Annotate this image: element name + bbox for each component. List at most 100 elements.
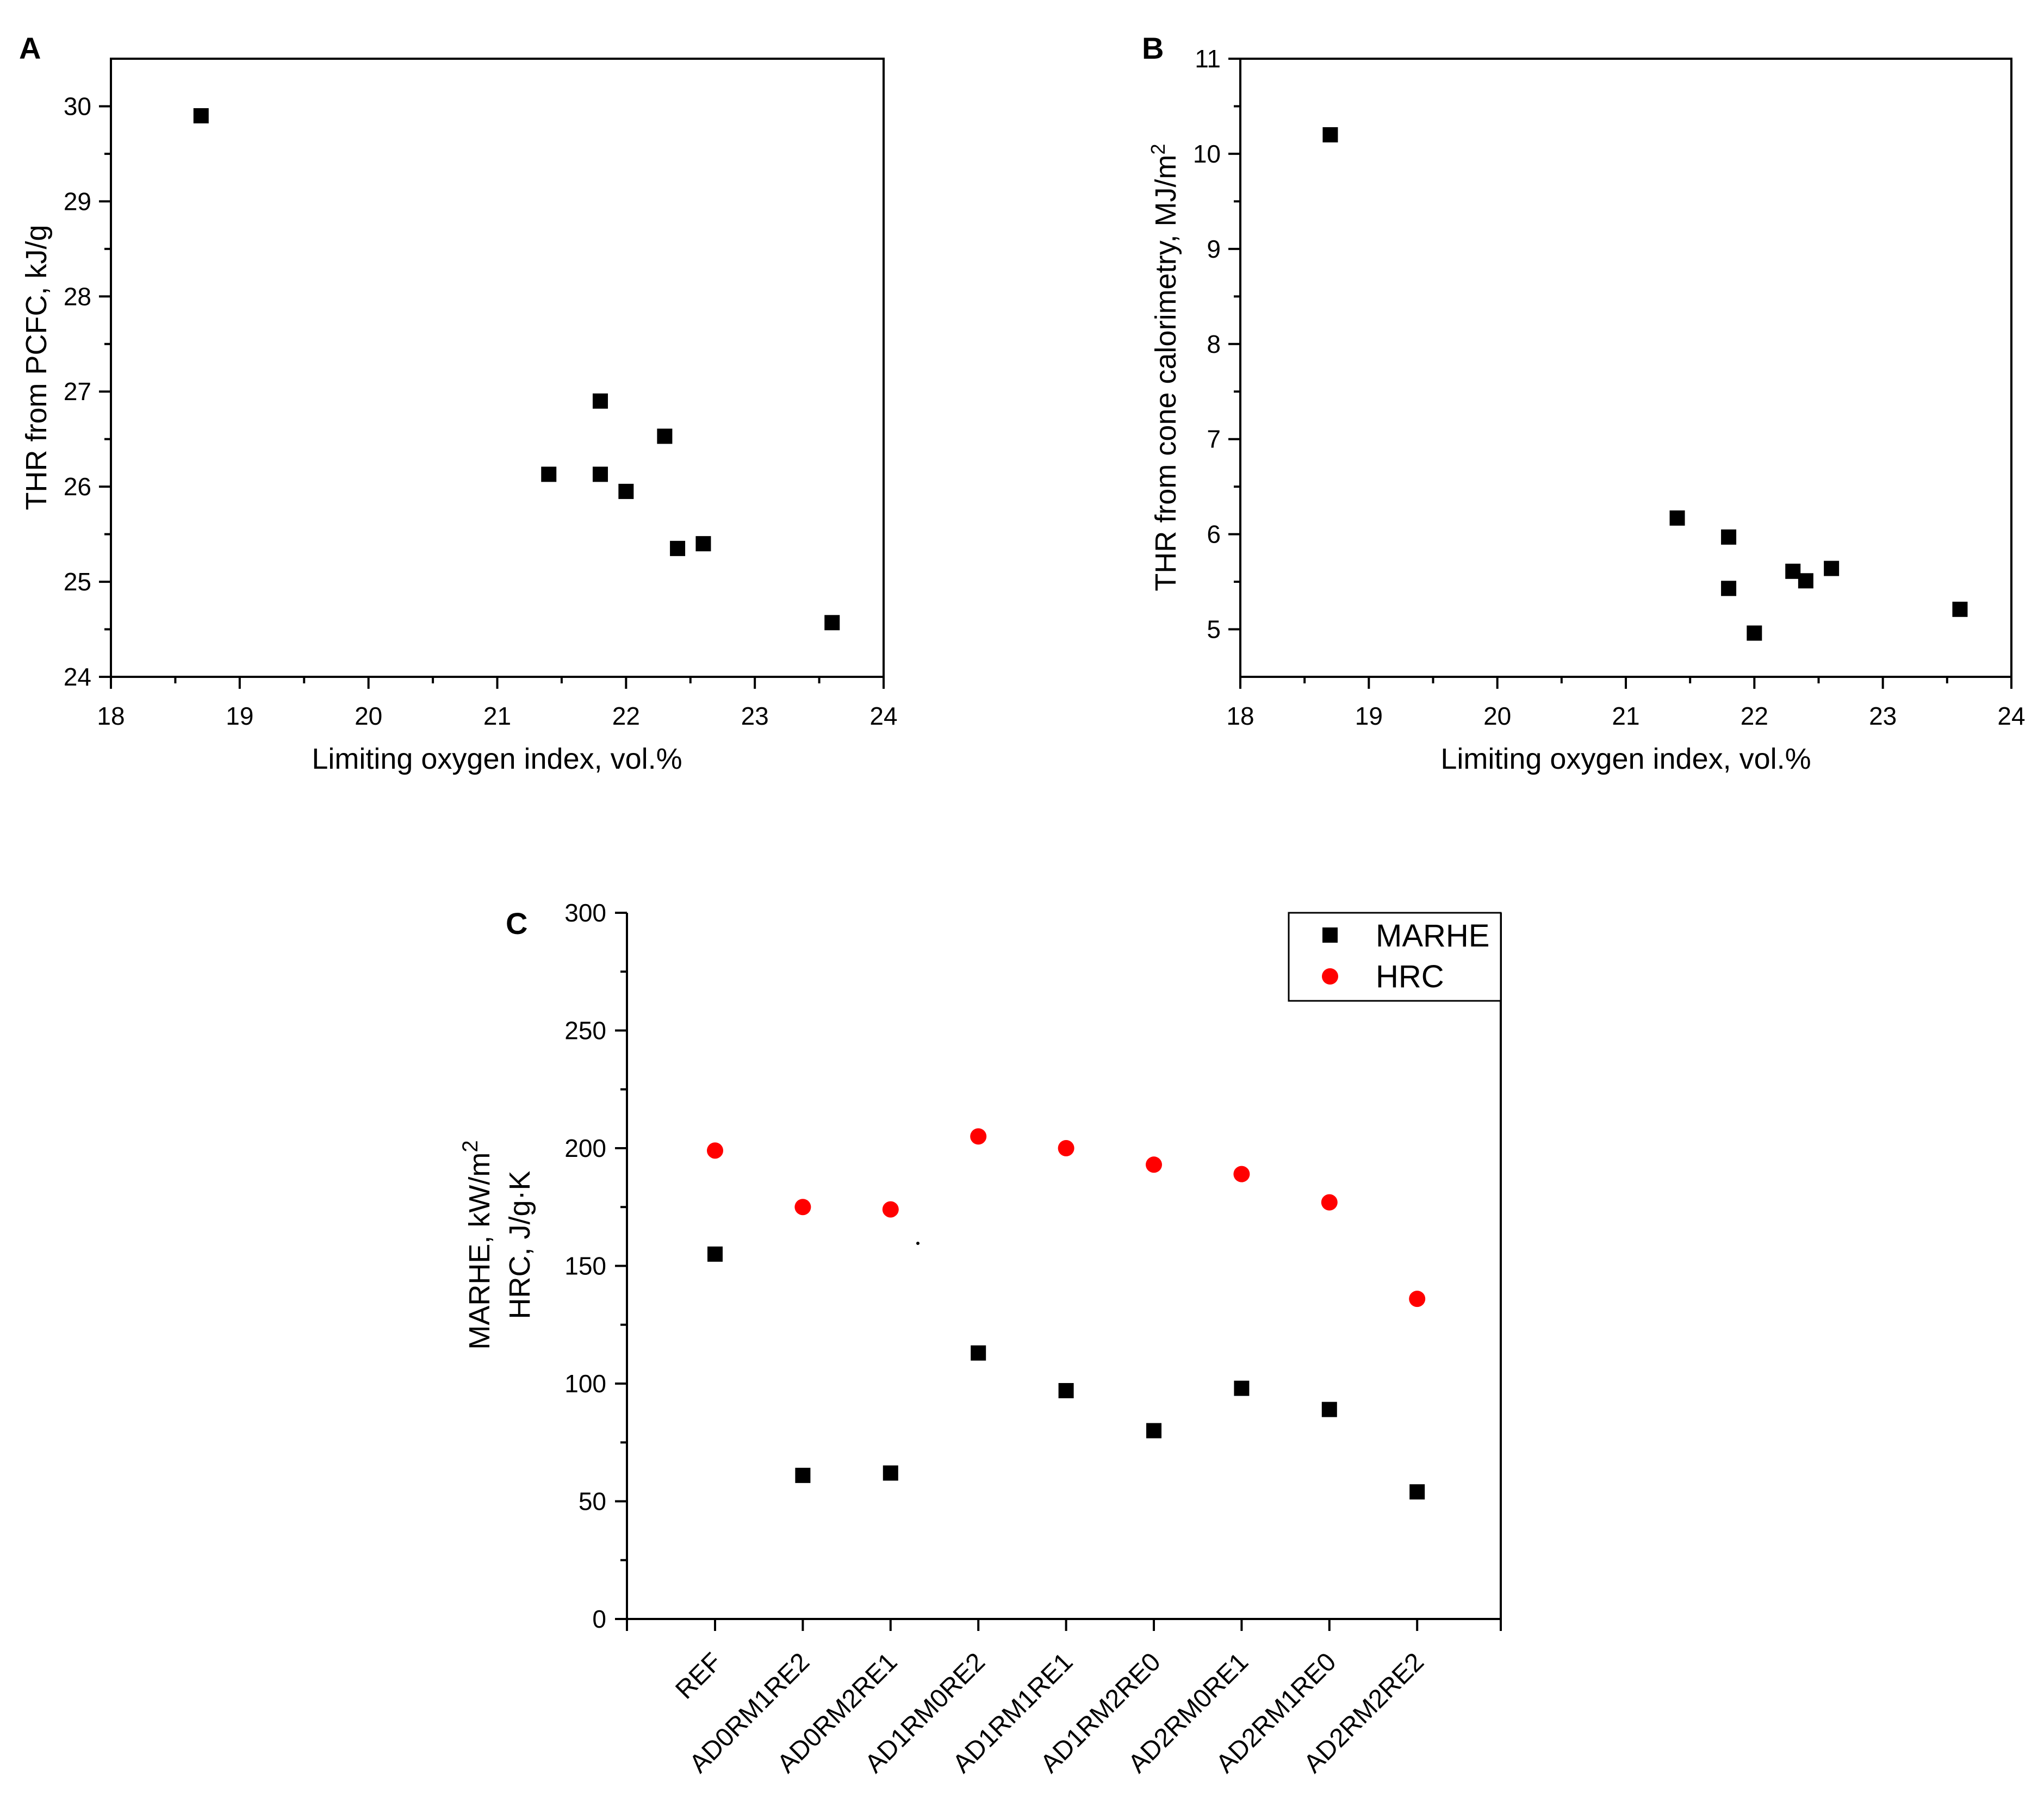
panel-b-axes: 18 19 20 21 22 23 24 5 6 7 8 9 10 11: [1193, 45, 2026, 730]
panel-b-x-tick-label: 19: [1355, 702, 1383, 730]
panel-c-y-axis-title-line1-sup: 2: [458, 1140, 482, 1152]
panel-b-x-tick-label: 23: [1869, 702, 1897, 730]
panel-b: B 18 19 20 21 22 23 24 5 6 7 8 9 10 11 Limiting oxyge…: [1142, 31, 2026, 775]
panel-c-marhe-point: [971, 1345, 986, 1361]
panel-b-data-point: [1785, 563, 1801, 579]
panel-a-y-tick-label: 25: [64, 568, 91, 596]
panel-c-hrc-point: [1409, 1291, 1426, 1307]
panel-b-y-tick-label: 10: [1193, 140, 1221, 168]
panel-a-x-axis-title: Limiting oxygen index, vol.%: [312, 743, 682, 775]
panel-b-data-point: [1721, 581, 1737, 596]
panel-a-data-point: [592, 393, 608, 409]
panel-c-y-tick-label: 0: [592, 1605, 606, 1633]
panel-a-x-tick-label: 23: [741, 702, 769, 730]
panel-b-data-point: [1952, 601, 1968, 617]
panel-c-hrc-point: [882, 1201, 899, 1218]
panel-c-marhe-point: [1409, 1484, 1425, 1500]
panel-a-axes: 18 19 20 21 22 23 24 24 25 26 27 28 29 30: [64, 92, 898, 730]
panel-c-marhe-point: [1234, 1380, 1250, 1396]
panel-b-data-point: [1824, 561, 1840, 576]
panel-b-x-tick-label: 24: [1997, 702, 2025, 730]
panel-b-x-tick-label: 18: [1226, 702, 1254, 730]
panel-c-y-axis-title-line1: MARHE, kW/m2: [458, 1140, 496, 1349]
panel-c-marhe-point: [1058, 1382, 1074, 1398]
panel-b-y-tick-label: 11: [1195, 45, 1221, 73]
panel-c-y-axis-title: MARHE, kW/m2 HRC, J/g·K: [458, 1140, 536, 1349]
panel-a-x-tick-label: 20: [355, 702, 382, 730]
panel-b-data-point: [1669, 510, 1685, 526]
panel-a-data-point: [657, 428, 673, 444]
panel-c-letter: C: [506, 906, 527, 941]
panel-c-y-tick-label: 200: [564, 1134, 606, 1162]
panel-c-legend: MARHE HRC: [1288, 912, 1502, 1002]
panel-b-data-point: [1322, 127, 1338, 142]
panel-c-y-axis-title-line2: HRC, J/g·K: [504, 1170, 536, 1319]
panel-a-letter: A: [19, 31, 41, 65]
legend-hrc-label: HRC: [1376, 959, 1444, 994]
panel-c-hrc-point: [707, 1142, 723, 1159]
panel-a-y-tick-label: 26: [64, 472, 91, 501]
legend-marhe-marker: [1322, 927, 1338, 943]
panel-b-y-tick-label: 5: [1207, 615, 1221, 644]
panel-a-y-tick-label: 27: [64, 377, 91, 406]
panel-a-data-point: [824, 615, 840, 631]
panel-c-y-tick-label: 250: [564, 1017, 606, 1045]
panel-b-x-tick-label: 22: [1741, 702, 1768, 730]
panel-c-hrc-point: [1146, 1156, 1162, 1173]
panel-c-hrc-point: [1058, 1140, 1074, 1156]
panel-b-y-tick-label: 7: [1207, 425, 1221, 453]
panel-b-series: [1322, 127, 1968, 641]
panel-a-data-point: [695, 536, 711, 552]
panel-a-x-tick-label: 21: [483, 702, 511, 730]
panel-c-marhe-point: [883, 1465, 898, 1481]
panel-c-hrc-point: [1321, 1194, 1338, 1211]
panel-a-data-point: [193, 108, 209, 123]
panel-b-data-point: [1721, 529, 1737, 545]
panel-a-y-tick-label: 28: [64, 282, 91, 310]
panel-a-data-point: [592, 466, 608, 482]
panel-a-y-tick-label: 29: [64, 187, 91, 215]
panel-c-series: [707, 1128, 1426, 1500]
panel-b-y-axis-title-main: THR from cone calorimetry, MJ/m: [1150, 154, 1182, 591]
panel-c-marhe-point: [707, 1246, 723, 1262]
legend-hrc-marker: [1322, 968, 1338, 985]
panel-b-x-tick-label: 21: [1612, 702, 1639, 730]
panel-a-data-point: [541, 466, 557, 482]
panel-c-marhe-point: [795, 1467, 811, 1483]
panel-c-hrc-point: [970, 1128, 987, 1145]
panel-a-y-tick-label: 24: [64, 663, 91, 691]
legend-marhe-label: MARHE: [1376, 918, 1489, 954]
panel-b-x-axis-title: Limiting oxygen index, vol.%: [1440, 743, 1811, 775]
panel-c-y-tick-label: 100: [564, 1369, 606, 1398]
panel-b-y-axis-title: THR from cone calorimetry, MJ/m2: [1147, 144, 1183, 591]
panel-c-y-tick-label: 300: [564, 899, 606, 927]
panel-a-series: [193, 108, 840, 631]
panel-a-x-tick-label: 24: [869, 702, 897, 730]
panel-a-data-point: [618, 483, 634, 499]
panel-c-y-axis-title-line1-main: MARHE, kW/m: [463, 1153, 496, 1350]
panel-b-y-tick-label: 8: [1207, 330, 1221, 358]
panel-a-x-tick-label: 19: [226, 702, 253, 730]
panel-b-letter: B: [1142, 31, 1164, 65]
panel-b-data-point: [1747, 625, 1762, 641]
panel-b-y-tick-label: 9: [1207, 235, 1221, 263]
panel-c-marhe-point: [1321, 1402, 1337, 1417]
panel-a-data-point: [670, 540, 686, 556]
panel-b-y-axis-title-sup: 2: [1147, 144, 1169, 154]
panel-a-x-tick-label: 22: [612, 702, 640, 730]
panel-c-marhe-point: [1146, 1423, 1161, 1438]
panel-a-y-axis-title: THR from PCFC, kJ/g: [20, 225, 53, 510]
panel-a-x-tick-label: 18: [97, 702, 125, 730]
panel-b-x-tick-label: 20: [1483, 702, 1511, 730]
panel-c-y-tick-label: 150: [564, 1252, 606, 1280]
panel-c-hrc-point: [1233, 1166, 1250, 1182]
panel-a-y-tick-label: 30: [64, 92, 91, 120]
panel-c-y-tick-label: 50: [579, 1487, 606, 1516]
panel-b-data-point: [1798, 573, 1813, 589]
panel-a: A 18 19 20 21 22 23 24 24 25 26 27 28 29 30 Limiting …: [19, 31, 898, 775]
panel-c-hrc-point: [794, 1199, 811, 1216]
panel-b-y-tick-label: 6: [1207, 520, 1221, 549]
stray-dot: [916, 1242, 920, 1245]
